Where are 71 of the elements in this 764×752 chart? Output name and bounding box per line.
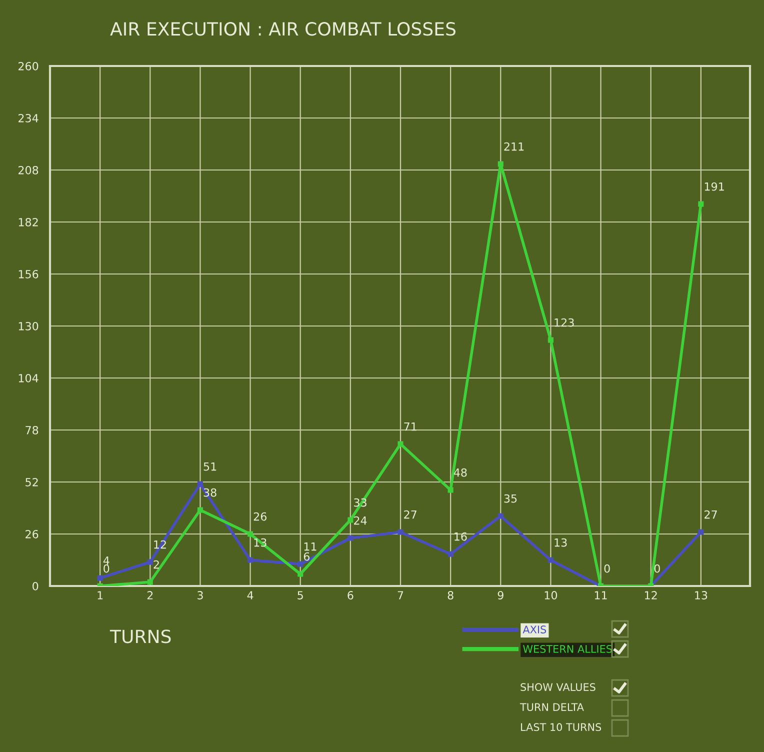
x-tick-label: 8	[448, 591, 454, 600]
x-tick-label: 2	[147, 591, 153, 600]
point	[498, 513, 504, 519]
point	[698, 529, 704, 535]
point	[298, 561, 304, 567]
text: AXIS	[522, 626, 546, 634]
point	[398, 529, 404, 535]
point	[348, 517, 354, 523]
x-tick-label: 6	[348, 591, 354, 600]
data-label: 26	[254, 512, 267, 521]
data-label: 24	[354, 516, 367, 525]
point	[97, 575, 103, 581]
point	[348, 535, 354, 541]
data-label: 4	[103, 556, 110, 565]
y-tick-label: 130	[18, 322, 38, 330]
y-tick-label: 156	[18, 270, 38, 278]
y-tick-label: 234	[18, 114, 38, 122]
x-tick-label: 13	[695, 591, 708, 600]
data-label: 11	[304, 542, 316, 551]
data-label: 211	[504, 142, 524, 151]
y-tick-label: 52	[26, 478, 38, 486]
point	[197, 481, 203, 487]
text: WESTERN ALLIES	[523, 645, 612, 653]
point	[147, 579, 153, 585]
y-tick-label: 208	[18, 166, 38, 174]
x-axis-title: TURNS	[110, 630, 171, 644]
data-label: 71	[404, 422, 416, 431]
x-tick-label: 3	[198, 591, 203, 600]
x-tick-label: 12	[645, 591, 657, 600]
point	[298, 571, 304, 577]
y-tick-label: 260	[18, 62, 38, 70]
x-tick-label: 10	[544, 591, 558, 600]
x-tick-label: 5	[298, 591, 303, 600]
data-label: 0	[104, 564, 110, 573]
data-label: 35	[504, 494, 517, 503]
y-tick-label: 26	[26, 530, 38, 538]
data-label: 13	[554, 538, 567, 547]
point	[398, 441, 404, 447]
text: TURN DELTA	[520, 703, 584, 712]
text: LAST 10 TURNS	[521, 723, 602, 732]
y-tick-label: 182	[18, 218, 38, 226]
point	[147, 559, 153, 565]
chart-title: AIR EXECUTION : AIR COMBAT LOSSES	[110, 22, 456, 36]
data-label: 16	[454, 532, 467, 541]
point	[548, 557, 554, 563]
y-tick-label: 78	[26, 426, 38, 434]
data-label: 27	[404, 510, 416, 519]
data-label: 191	[704, 182, 724, 191]
data-label: 51	[204, 462, 216, 471]
text: SHOW VALUES	[520, 683, 596, 692]
point	[248, 557, 254, 563]
data-label: 0	[604, 564, 610, 573]
data-label: 0	[654, 564, 660, 573]
x-tick-label: 11	[594, 591, 607, 600]
x-tick-label: 9	[498, 591, 504, 600]
x-tick-label: 4	[247, 591, 254, 600]
point	[548, 337, 554, 343]
point	[248, 531, 254, 537]
x-tick-label: 7	[398, 591, 404, 600]
data-label: 123	[554, 318, 574, 327]
point	[498, 161, 504, 167]
point	[448, 551, 454, 557]
point	[197, 507, 203, 513]
y-tick-label: 104	[18, 374, 38, 382]
x-tick-label: 1	[98, 591, 103, 600]
data-label: 27	[704, 510, 717, 519]
data-label: 6	[304, 552, 310, 561]
point	[448, 487, 454, 493]
y-tick-label: 0	[32, 582, 38, 590]
data-label: 2	[154, 560, 159, 569]
point	[698, 201, 704, 207]
